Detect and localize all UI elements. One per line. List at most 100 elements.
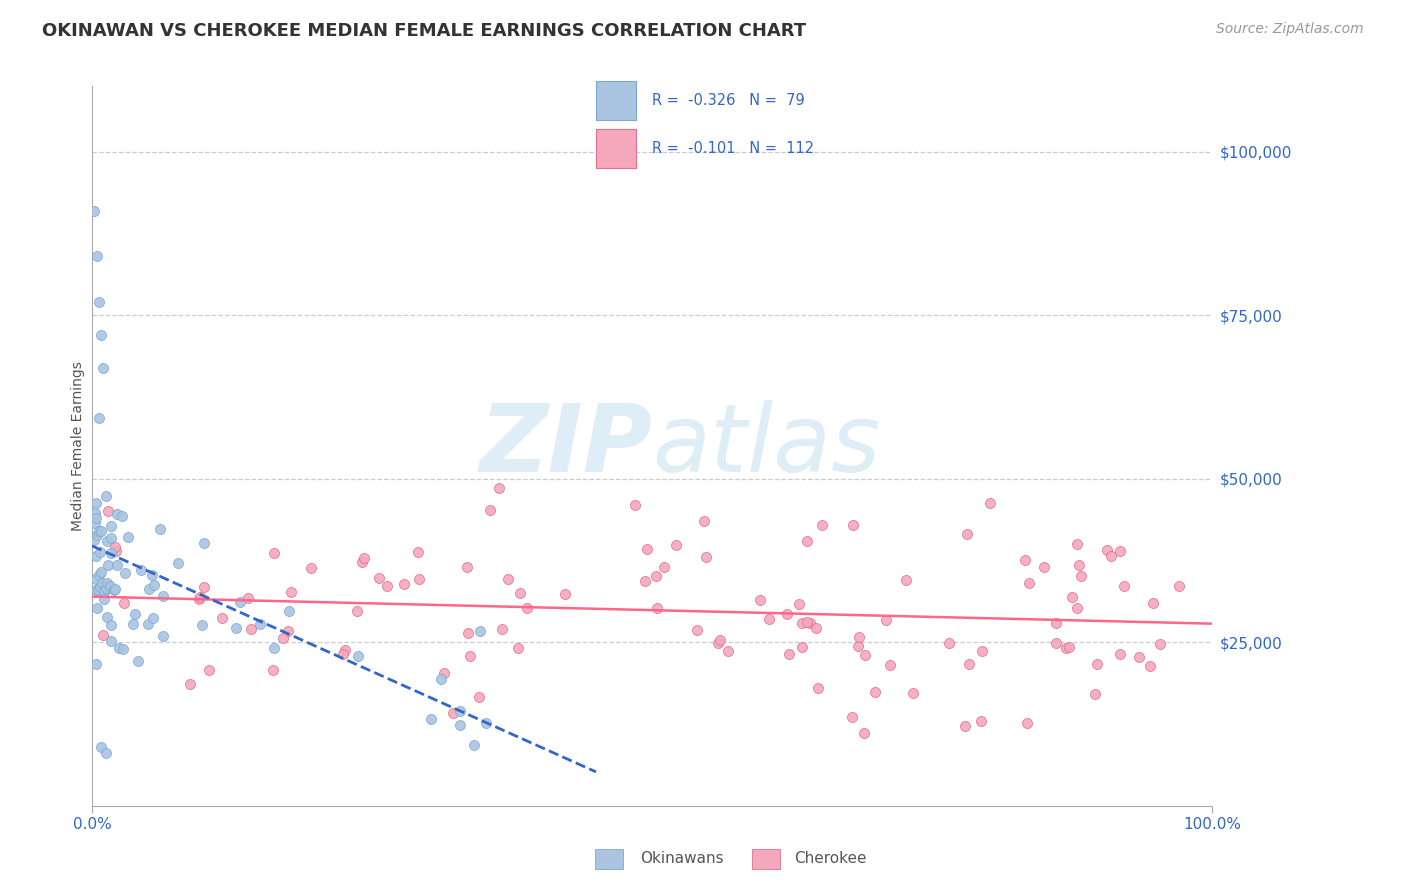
Point: [91, 628, 114, 642]
Point: [449, 718, 471, 732]
Point: [665, 539, 688, 553]
Point: [491, 623, 513, 637]
Point: [554, 587, 576, 601]
Point: [277, 604, 299, 618]
Point: [280, 585, 302, 599]
Point: [375, 578, 398, 592]
Point: [179, 677, 201, 691]
Point: [508, 641, 530, 656]
Point: [846, 639, 869, 653]
Point: [1066, 600, 1088, 615]
Point: [117, 530, 139, 544]
Point: [463, 739, 485, 753]
Point: [652, 559, 675, 574]
Y-axis label: Median Female Earnings: Median Female Earnings: [72, 361, 86, 531]
Point: [1108, 544, 1130, 558]
Point: [90, 524, 112, 538]
Point: [104, 541, 127, 555]
Point: [408, 545, 430, 559]
Point: [229, 595, 252, 609]
Point: [1045, 616, 1067, 631]
Point: [1070, 569, 1092, 583]
Point: [758, 612, 780, 626]
Point: [804, 622, 827, 636]
Point: [98, 579, 121, 593]
Point: [875, 614, 897, 628]
Point: [100, 518, 122, 533]
Point: [420, 712, 443, 726]
Point: [262, 663, 284, 677]
Point: [141, 568, 163, 582]
Point: [89, 524, 111, 538]
Point: [263, 546, 285, 560]
Point: [1149, 637, 1171, 651]
Point: [96, 575, 118, 590]
Point: [693, 514, 716, 528]
Point: [277, 624, 299, 639]
Point: [1142, 596, 1164, 610]
Point: [441, 706, 464, 721]
Point: [193, 535, 215, 549]
Point: [89, 580, 111, 594]
Point: [112, 596, 135, 610]
Point: [90, 739, 112, 754]
Point: [516, 601, 538, 615]
Point: [103, 583, 125, 598]
Point: [84, 583, 107, 598]
Point: [346, 604, 368, 618]
Point: [353, 551, 375, 566]
Point: [84, 516, 107, 531]
Point: [84, 496, 107, 510]
Point: [368, 571, 391, 585]
Point: [83, 533, 105, 547]
Point: [299, 561, 322, 575]
Point: [879, 657, 901, 672]
Point: [90, 575, 112, 590]
Point: [1015, 715, 1038, 730]
Point: [474, 715, 496, 730]
Point: [239, 622, 262, 636]
Point: [509, 585, 531, 599]
Point: [1084, 687, 1107, 701]
Point: [901, 686, 924, 700]
Point: [841, 709, 863, 723]
Point: [263, 640, 285, 655]
Point: [686, 623, 709, 637]
Point: [1045, 635, 1067, 649]
Point: [1033, 559, 1056, 574]
Point: [1128, 650, 1150, 665]
Point: [1066, 537, 1088, 551]
Point: [1067, 558, 1090, 572]
Point: [84, 549, 107, 563]
Point: [100, 531, 122, 545]
Point: [143, 578, 166, 592]
Point: [188, 592, 211, 607]
Point: [86, 249, 108, 263]
Point: [979, 496, 1001, 510]
Point: [955, 719, 977, 733]
Point: [93, 591, 115, 606]
Point: [634, 574, 657, 588]
Text: R =  -0.101   N =  112: R = -0.101 N = 112: [651, 141, 814, 156]
Point: [271, 631, 294, 645]
Point: [799, 615, 821, 630]
Point: [124, 607, 146, 621]
Point: [84, 657, 107, 671]
Point: [225, 621, 247, 635]
Point: [468, 624, 491, 638]
Point: [138, 582, 160, 597]
Point: [93, 360, 115, 375]
Point: [149, 522, 172, 536]
Point: [93, 585, 115, 599]
Point: [488, 481, 510, 495]
Point: [193, 580, 215, 594]
Point: [104, 582, 127, 597]
Point: [350, 556, 373, 570]
Point: [191, 618, 214, 632]
Point: [114, 566, 136, 580]
Point: [792, 640, 814, 654]
Text: OKINAWAN VS CHEROKEE MEDIAN FEMALE EARNINGS CORRELATION CHART: OKINAWAN VS CHEROKEE MEDIAN FEMALE EARNI…: [42, 22, 806, 40]
Text: atlas: atlas: [652, 401, 880, 491]
Text: Cherokee: Cherokee: [794, 851, 868, 865]
Point: [100, 634, 122, 648]
